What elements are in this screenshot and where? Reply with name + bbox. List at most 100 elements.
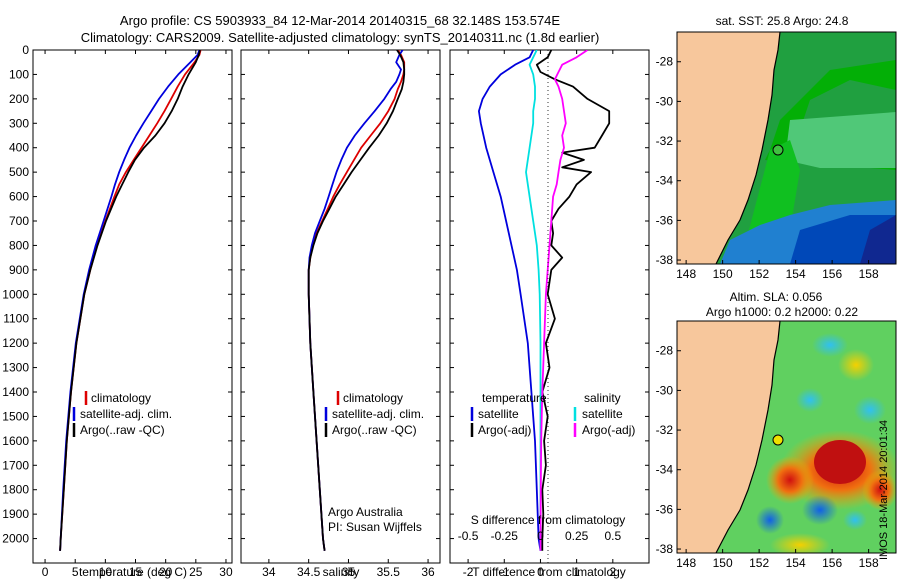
lon-tick-label: 150 xyxy=(713,556,733,570)
depth-tick-label: 1700 xyxy=(2,458,29,472)
depth-tick-label: 300 xyxy=(9,116,29,130)
lat-tick-label: -38 xyxy=(656,542,674,556)
s-difference-label: S difference from climatology xyxy=(471,513,626,527)
lon-tick-label: 152 xyxy=(749,267,769,281)
lat-tick-label: -32 xyxy=(656,423,674,437)
sla-eddy xyxy=(756,506,784,534)
x-tick-label: 35 xyxy=(342,565,356,579)
depth-tick-label: 700 xyxy=(9,214,29,228)
depth-tick-label: 1000 xyxy=(2,287,29,301)
sla-eddy xyxy=(862,470,896,510)
legend-label: Argo(-adj) xyxy=(478,423,531,437)
x-tick-label: 1 xyxy=(573,565,580,579)
series-line-2 xyxy=(525,50,542,551)
series-line-0 xyxy=(477,50,542,551)
depth-tick-label: 600 xyxy=(9,190,29,204)
x-tick-label: 2 xyxy=(609,565,616,579)
pi-label: PI: Susan Wijffels xyxy=(328,520,422,534)
legend-label: Argo(-adj) xyxy=(582,423,635,437)
difference-xlabel: T difference from climatology xyxy=(472,565,626,579)
salinity-xlabel: salinity xyxy=(323,565,360,579)
x-tick-label: 25 xyxy=(189,565,203,579)
sla-coastline xyxy=(715,321,781,553)
lon-tick-label: 150 xyxy=(713,267,733,281)
legend-heading: temperature xyxy=(482,391,547,405)
legend-label: climatology xyxy=(91,391,151,405)
lat-tick-label: -36 xyxy=(656,213,674,227)
sla-eddy xyxy=(814,440,866,484)
sla-map-frame xyxy=(676,320,897,554)
s-diff-tick-label: -0.5 xyxy=(458,529,479,543)
lon-tick-label: 156 xyxy=(822,556,842,570)
depth-tick-label: 1500 xyxy=(2,409,29,423)
x-tick-label: 35.5 xyxy=(377,565,401,579)
institution-label: Argo Australia xyxy=(328,505,403,519)
temperature-panel-frame xyxy=(32,49,233,564)
x-tick-label: -1 xyxy=(499,565,510,579)
sla-map-axes: 148 150 152 154 156 158 -28 -30 -32 -34 -36 -38 xyxy=(656,344,879,570)
s-diff-tick-label: 0.5 xyxy=(604,529,621,543)
sla-eddy xyxy=(843,510,867,530)
sla-map-title-2: Argo h1000: 0.2 h2000: 0.22 xyxy=(706,305,858,319)
x-tick-label: 5 xyxy=(72,565,79,579)
temperature-series xyxy=(59,50,202,551)
temperature-axis: 0 5 10 15 20 25 30 xyxy=(33,49,233,579)
sla-eddy xyxy=(854,396,886,424)
x-tick-label: 34.5 xyxy=(297,565,321,579)
sst-profile-marker xyxy=(772,144,784,156)
title-line-2: Climatology: CARS2009. Satellite-adjuste… xyxy=(81,30,600,45)
lat-tick-label: -30 xyxy=(656,383,674,397)
lat-tick-label: -34 xyxy=(656,463,674,477)
depth-tick-label: 800 xyxy=(9,238,29,252)
sst-coastline xyxy=(715,32,781,264)
series-line-2 xyxy=(307,50,406,551)
depth-tick-label: 900 xyxy=(9,263,29,277)
depth-tick-label: 1900 xyxy=(2,507,29,521)
difference-legend-temperature: temperature satellite Argo(-adj) xyxy=(470,391,547,437)
lon-tick-label: 154 xyxy=(786,267,806,281)
x-tick-label: 36 xyxy=(421,565,435,579)
lat-tick-label: -28 xyxy=(656,55,674,69)
s-diff-tick-label: 0.25 xyxy=(565,529,589,543)
sla-eddy xyxy=(796,388,824,412)
depth-tick-label: 2000 xyxy=(2,532,29,546)
sla-land xyxy=(677,321,780,553)
legend-label: satellite-adj. clim. xyxy=(80,407,172,421)
depth-tick-label: 1600 xyxy=(2,434,29,448)
x-tick-label: 15 xyxy=(129,565,143,579)
imos-timestamp: IMOS 18-Mar-2014 20:01:34 xyxy=(878,419,890,560)
sla-map-title-1: Altim. SLA: 0.056 xyxy=(730,290,823,304)
series-line-3 xyxy=(539,50,589,551)
lon-tick-label: 156 xyxy=(822,267,842,281)
lon-tick-label: 148 xyxy=(676,267,696,281)
sla-eddy xyxy=(802,495,838,525)
sst-map-frame xyxy=(676,31,897,265)
sst-land xyxy=(677,32,780,264)
sla-map xyxy=(677,321,896,553)
s-difference-ticks: -0.5 -0.25 0 0.25 0.5 xyxy=(458,529,622,543)
sla-eddy xyxy=(766,456,814,504)
x-tick-label: -2 xyxy=(463,565,474,579)
s-diff-tick-label: -0.25 xyxy=(491,529,519,543)
depth-tick-label: 400 xyxy=(9,141,29,155)
salinity-axis: 34 34.5 35 35.5 36 xyxy=(241,49,440,579)
depth-tick-label: 1100 xyxy=(3,312,29,326)
x-tick-label: 34 xyxy=(262,565,276,579)
sla-eddy xyxy=(770,533,830,553)
difference-axis: -2 -1 0 1 2 xyxy=(450,49,649,579)
depth-tick-label: 1800 xyxy=(2,483,29,497)
x-tick-label: 0 xyxy=(42,565,49,579)
depth-tick-label: 100 xyxy=(9,67,29,81)
lat-tick-label: -32 xyxy=(656,134,674,148)
lat-tick-label: -36 xyxy=(656,502,674,516)
sla-profile-marker xyxy=(772,434,784,446)
legend-label: Argo(..raw -QC) xyxy=(80,423,165,437)
depth-tick-label: 0 xyxy=(22,43,29,57)
x-tick-label: 10 xyxy=(99,565,113,579)
depth-tick-labels: 0 100 200 300 400 500 600 700 800 900 1000 1100 1200… xyxy=(2,43,29,546)
difference-legend-salinity: salinity satellite Argo(-adj) xyxy=(573,391,635,437)
lon-tick-label: 152 xyxy=(749,556,769,570)
lon-tick-label: 158 xyxy=(859,556,879,570)
sst-patch xyxy=(785,112,896,168)
legend-label: satellite xyxy=(478,407,519,421)
